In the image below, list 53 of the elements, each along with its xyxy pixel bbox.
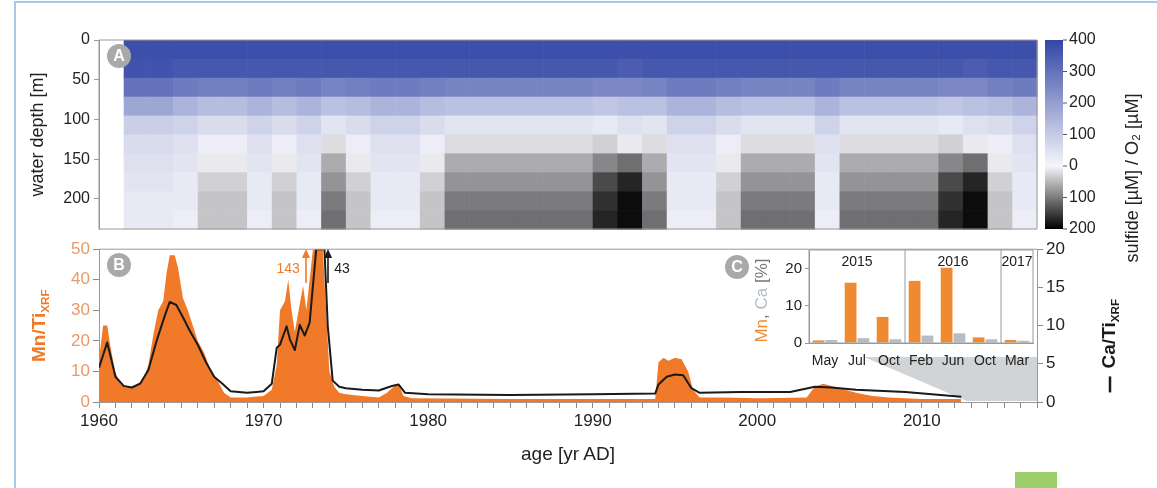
y-tick-label: 10 xyxy=(71,361,90,381)
letter-badge: A xyxy=(107,44,131,68)
y-tick-label: 200 xyxy=(63,189,91,207)
y-tick-label: 0 xyxy=(80,391,90,411)
y-tick-label: 20 xyxy=(785,258,802,276)
y-tick-label: 150 xyxy=(63,149,91,167)
letter-badge: B xyxy=(107,253,131,278)
x-axis-title: age [yr AD] xyxy=(521,442,615,464)
y2-tick-label: 15 xyxy=(1046,277,1065,297)
y2-tick-label: 20 xyxy=(1046,238,1065,258)
color-bar-label: 200 xyxy=(1069,93,1096,111)
x-tick-label: Oct xyxy=(974,352,996,369)
y-tick-label: 10 xyxy=(785,295,802,313)
color-bar-label: 200 xyxy=(1069,219,1096,237)
annotation: 2017 xyxy=(1001,252,1033,269)
x-tick-label: Oct xyxy=(878,352,900,369)
y2-tick-label: 0 xyxy=(1046,391,1056,411)
x-tick-label: Mar xyxy=(1004,352,1030,369)
y2-axis-title: Ca/TiXRF xyxy=(1098,298,1122,369)
x-tick-label: Feb xyxy=(908,352,934,369)
color-bar-title: sulfide [µM] / O₂ [µM] xyxy=(1121,93,1142,263)
x-tick-label: 2000 xyxy=(738,410,777,430)
y-tick-label: 100 xyxy=(63,109,91,127)
x-tick-label: 1980 xyxy=(409,410,448,430)
y2-tick-label: 10 xyxy=(1046,315,1065,335)
x-tick-label: 1970 xyxy=(244,410,283,430)
y-tick-label: 50 xyxy=(71,238,90,258)
y-tick-label: 50 xyxy=(72,70,91,88)
y-tick-label: 0 xyxy=(793,333,802,351)
y-tick-label: 40 xyxy=(71,269,90,289)
color-bar-label: 100 xyxy=(1069,124,1096,142)
annotation: 2016 xyxy=(937,252,969,269)
y-tick-label: 0 xyxy=(81,30,91,48)
x-tick-label: May xyxy=(811,352,839,369)
color-bar-label: 100 xyxy=(1069,187,1096,205)
x-tick-label: 1960 xyxy=(80,410,118,430)
color-bar-label: 400 xyxy=(1069,30,1096,48)
annotation: 43 xyxy=(334,260,351,277)
x-tick-label: Jun xyxy=(941,352,965,369)
color-bar-label: 300 xyxy=(1069,61,1096,79)
y-axis-title: Mn/TiXRF xyxy=(28,289,52,362)
x-tick-label: 1990 xyxy=(573,410,612,430)
y2-tick-label: 5 xyxy=(1046,353,1056,373)
y-axis-title: water depth [m] xyxy=(26,72,47,198)
x-tick-label: Jul xyxy=(848,352,866,369)
color-bar-label: 0 xyxy=(1069,156,1078,174)
x-tick-label: 2010 xyxy=(902,410,941,430)
y-tick-label: 30 xyxy=(71,300,90,320)
annotation: 2015 xyxy=(841,252,873,269)
letter-badge: C xyxy=(725,255,749,279)
y-tick-label: 20 xyxy=(71,330,90,350)
annotation: 143 xyxy=(276,260,301,277)
y-axis-title: Mn, Ca [%] xyxy=(751,258,771,343)
